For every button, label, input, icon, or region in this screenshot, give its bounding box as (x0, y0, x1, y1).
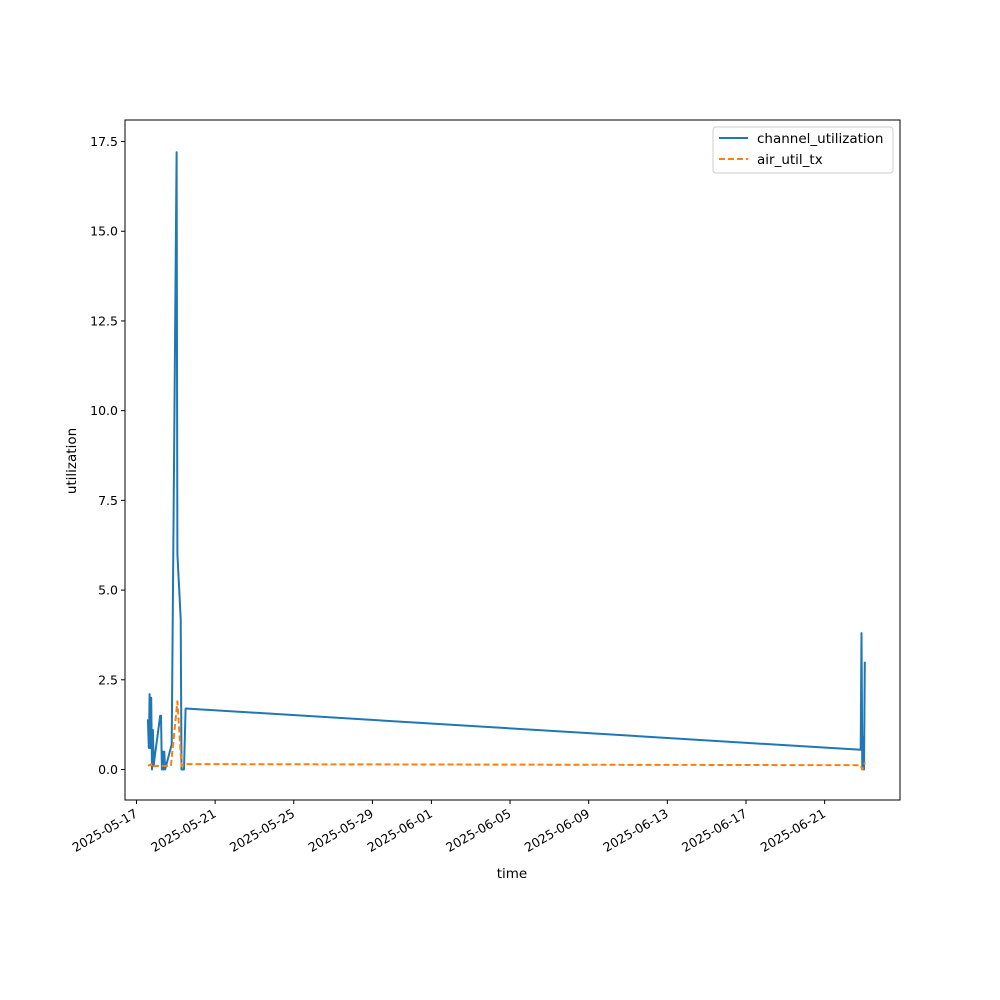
y-tick-label: 2.5 (98, 672, 118, 687)
y-tick-label: 7.5 (98, 493, 118, 508)
legend-label-channel-utilization: channel_utilization (757, 131, 884, 147)
y-axis: 0.0 2.5 5.0 7.5 10.0 12.5 15.0 17.5 (90, 134, 125, 777)
series-layer (146, 151, 866, 771)
plot-frame (124, 119, 901, 801)
y-tick-label: 17.5 (90, 134, 118, 149)
y-tick-label: 0.0 (98, 762, 118, 777)
y-tick-label: 15.0 (90, 224, 118, 239)
y-tick-label: 5.0 (98, 583, 118, 598)
x-axis-label: time (497, 866, 528, 882)
y-tick-label: 10.0 (90, 403, 118, 418)
legend: channel_utilization air_util_tx (712, 126, 894, 174)
series-line-air-util-tx (147, 700, 866, 771)
y-axis-label: utilization (64, 428, 80, 494)
y-tick-label: 12.5 (90, 313, 118, 328)
legend-box (712, 126, 894, 174)
legend-label-air-util-tx: air_util_tx (757, 152, 823, 168)
series-line-channel-utilization (146, 151, 866, 771)
